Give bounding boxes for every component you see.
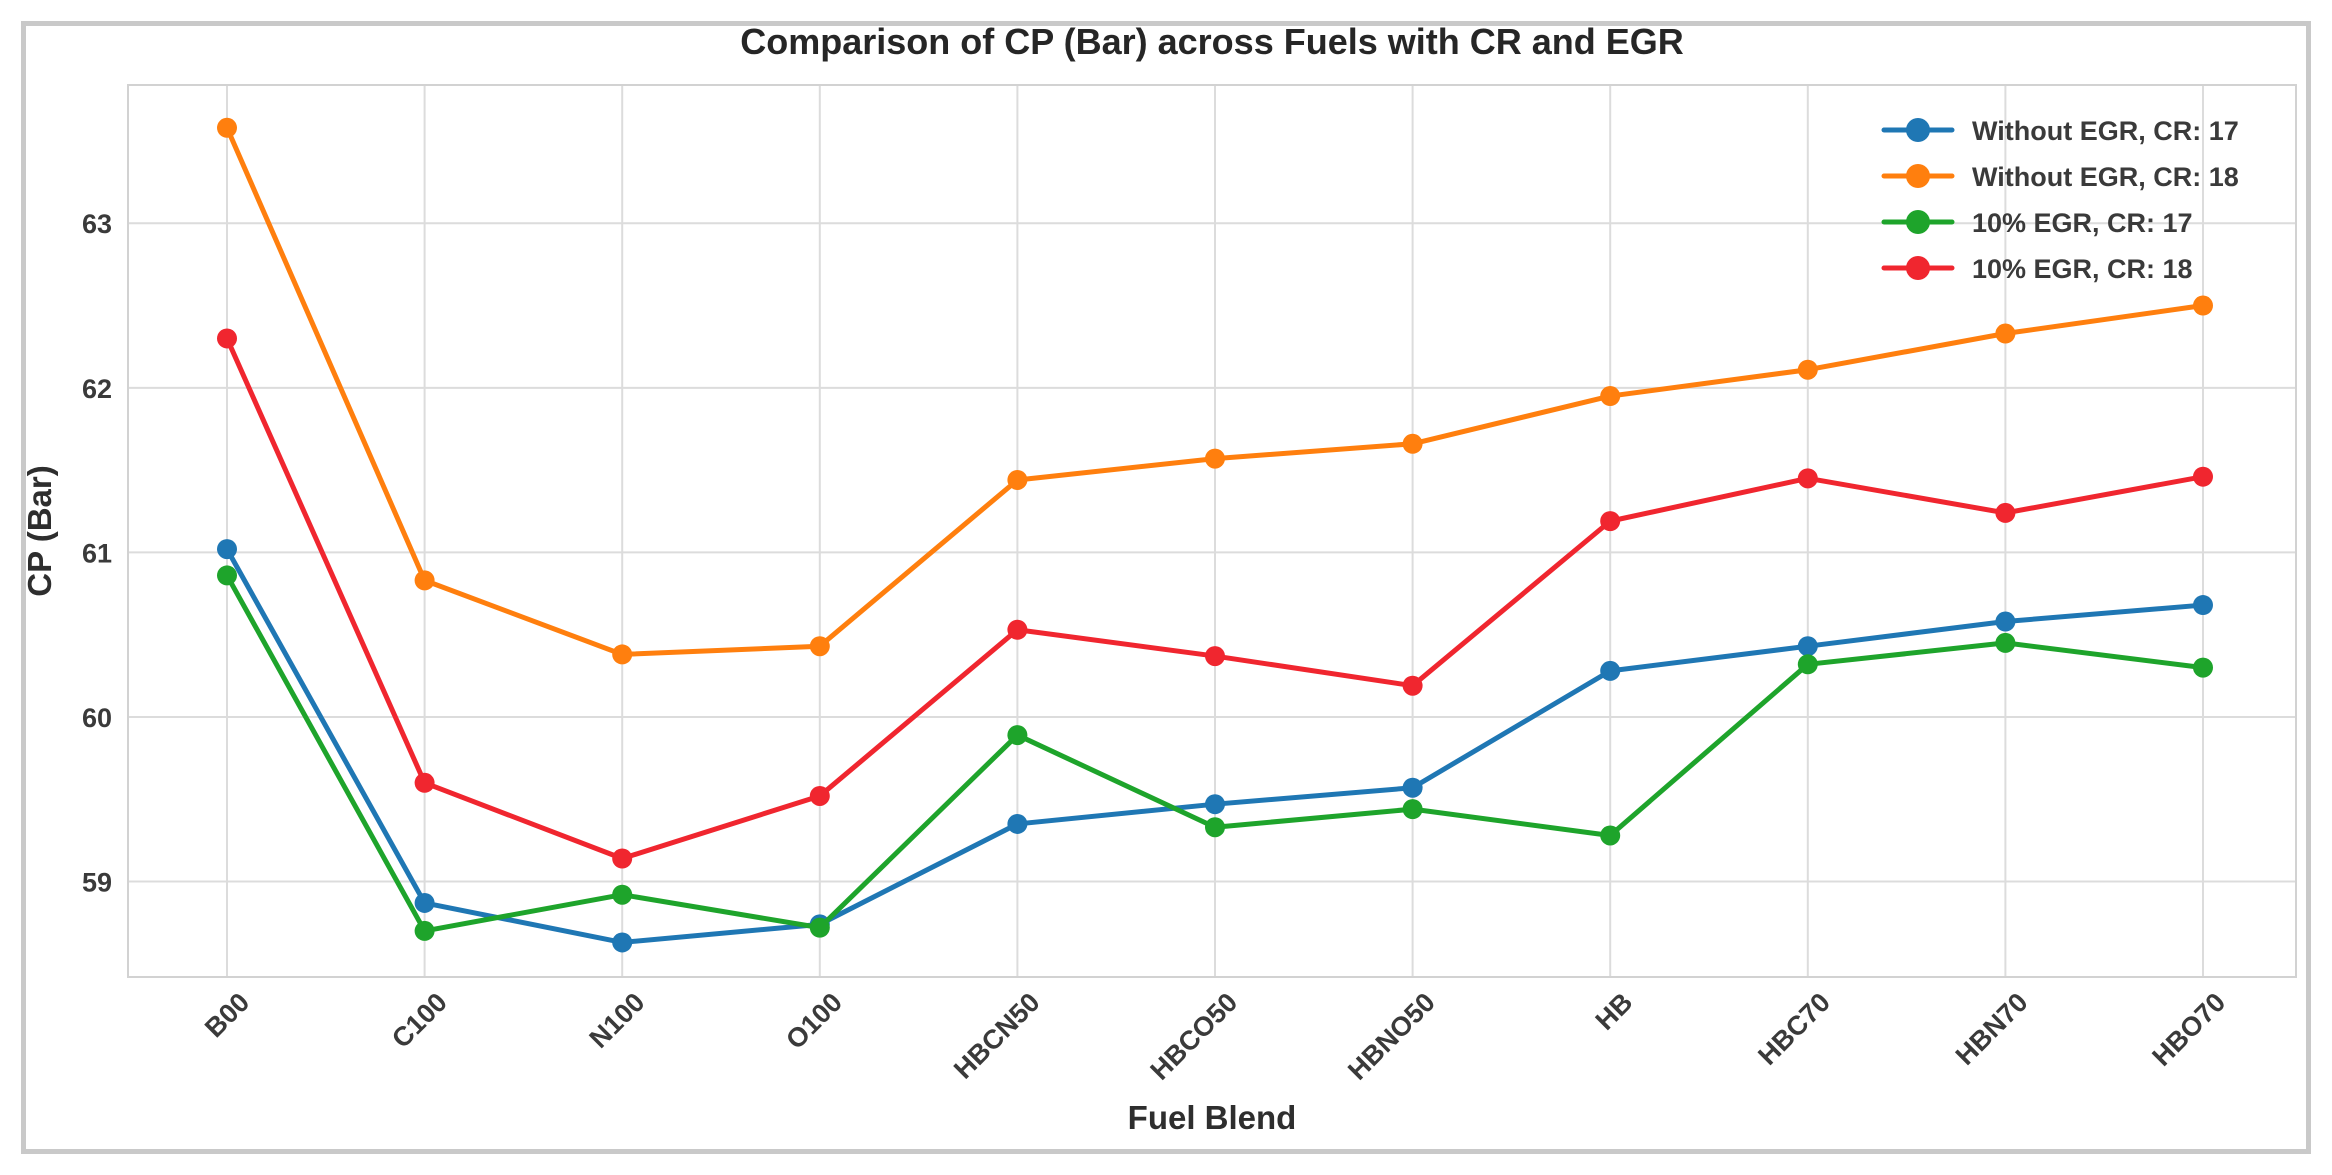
data-point — [217, 565, 237, 586]
legend-swatch-marker — [1906, 256, 1930, 280]
data-point — [1205, 794, 1225, 815]
x-tick-label: B00 — [199, 987, 255, 1043]
legend-swatch-marker — [1906, 210, 1930, 234]
data-point — [2193, 295, 2213, 316]
x-axis-label: Fuel Blend — [1127, 1099, 1297, 1136]
data-point — [612, 884, 633, 905]
y-tick-label: 63 — [82, 209, 112, 239]
data-point — [1600, 660, 1621, 681]
y-tick-label: 62 — [82, 374, 112, 404]
data-point — [1797, 636, 1818, 657]
legend-swatch-marker — [1906, 118, 1930, 142]
y-tick-label: 60 — [82, 703, 112, 733]
data-point — [414, 772, 435, 793]
y-tick-label: 59 — [82, 868, 112, 898]
data-point — [217, 117, 237, 138]
data-point — [217, 539, 237, 560]
data-point — [1402, 433, 1423, 454]
screenshot-border — [21, 21, 2311, 1154]
data-point — [1007, 725, 1028, 746]
legend-label: 10% EGR, CR: 17 — [1972, 208, 2193, 238]
data-point — [1600, 511, 1621, 532]
data-point — [1995, 632, 2016, 653]
data-point — [217, 328, 237, 349]
data-point — [1205, 448, 1225, 469]
x-tick-label: HBO70 — [2146, 987, 2231, 1072]
data-point — [612, 644, 633, 665]
data-point — [2193, 466, 2213, 487]
data-point — [1995, 611, 2016, 632]
data-point — [1797, 654, 1818, 675]
data-point — [1402, 675, 1423, 696]
x-tick-label: HBC70 — [1752, 987, 1836, 1071]
data-point — [2193, 657, 2213, 678]
x-tick-label: HBNO50 — [1342, 987, 1441, 1086]
data-point — [612, 932, 633, 953]
data-point — [1995, 323, 2016, 344]
data-point — [1007, 619, 1028, 640]
x-tick-label: HBN70 — [1950, 987, 2034, 1071]
data-point — [414, 892, 435, 913]
data-point — [1007, 469, 1028, 490]
data-point — [1205, 817, 1225, 838]
data-point — [809, 785, 830, 806]
x-tick-label: HBCN50 — [948, 987, 1046, 1085]
data-point — [1205, 646, 1225, 667]
x-tick-label: N100 — [584, 987, 651, 1054]
y-tick-label: 61 — [82, 538, 112, 568]
data-point — [414, 920, 435, 941]
legend-label: Without EGR, CR: 18 — [1972, 162, 2239, 192]
x-tick-label: HB — [1590, 987, 1639, 1036]
legend-label: Without EGR, CR: 17 — [1972, 116, 2239, 146]
plot-frame — [127, 84, 2297, 978]
data-point — [1797, 359, 1818, 380]
data-point — [1402, 777, 1423, 798]
legend-label: 10% EGR, CR: 18 — [1972, 254, 2193, 284]
data-point — [1797, 468, 1818, 489]
data-point — [809, 917, 830, 938]
data-point — [1007, 813, 1028, 834]
data-point — [1600, 386, 1621, 407]
data-point — [1600, 825, 1621, 846]
data-point — [2193, 595, 2213, 616]
data-point — [1995, 502, 2016, 523]
legend-swatch-marker — [1906, 164, 1930, 188]
chart-title: Comparison of CP (Bar) across Fuels with… — [740, 21, 1684, 62]
data-point — [1402, 799, 1423, 820]
data-point — [414, 570, 435, 591]
y-axis-label: CP (Bar) — [21, 465, 58, 597]
x-tick-label: O100 — [780, 987, 848, 1055]
x-tick-label: HBCO50 — [1145, 987, 1244, 1086]
x-tick-label: C100 — [386, 987, 453, 1054]
data-point — [809, 636, 830, 657]
data-point — [612, 848, 633, 869]
